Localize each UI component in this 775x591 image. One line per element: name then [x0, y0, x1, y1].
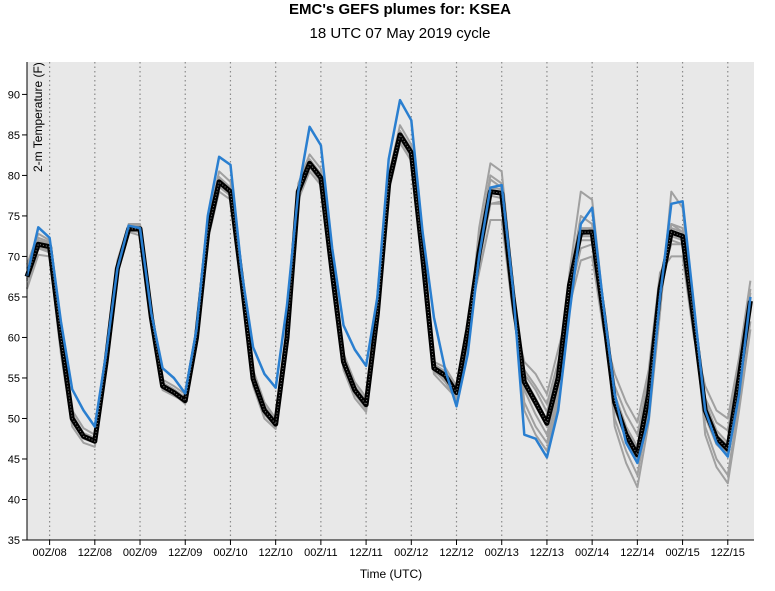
x-tick-label: 00Z/11 [304, 547, 337, 559]
y-tick-label: 35 [8, 535, 20, 547]
x-axis-ticks: 00Z/08 12Z/08 00Z/09 12Z/09 00Z/10 12Z/10 00Z/… [32, 540, 745, 559]
x-axis-label: Time (UTC) [360, 567, 422, 581]
plot-area [27, 62, 754, 540]
vertical-gridlines [49, 62, 729, 540]
x-tick-label: 12Z/13 [530, 547, 564, 559]
y-tick-label: 40 [8, 494, 20, 506]
y-tick-label: 50 [8, 413, 20, 425]
x-tick-label: 00Z/13 [485, 547, 519, 559]
y-tick-label: 60 [8, 332, 20, 344]
y-axis-label: 2-m Temperature (F) [31, 62, 45, 172]
y-tick-label: 65 [8, 292, 20, 304]
x-tick-label: 12Z/14 [620, 547, 654, 559]
control-series-line [25, 98, 752, 465]
x-tick-label: 12Z/12 [439, 547, 473, 559]
y-tick-label: 70 [8, 251, 20, 263]
y-tick-label: 85 [8, 130, 20, 142]
y-tick-label: 80 [8, 170, 20, 182]
y-tick-label: 75 [8, 211, 20, 223]
x-tick-label: 12Z/15 [711, 547, 745, 559]
chart-subtitle: 18 UTC 07 May 2019 cycle [310, 25, 491, 42]
y-axis-ticks: 35 40 45 50 55 60 65 70 75 80 85 90 [8, 89, 27, 547]
y-tick-label: 45 [8, 454, 20, 466]
x-tick-label: 12Z/11 [349, 547, 382, 559]
x-tick-label: 12Z/08 [78, 547, 112, 559]
x-tick-label: 00Z/15 [665, 547, 699, 559]
y-tick-label: 90 [8, 89, 20, 101]
x-tick-label: 00Z/14 [575, 547, 609, 559]
x-tick-label: 00Z/12 [394, 547, 428, 559]
control-run-line [25, 98, 752, 465]
x-tick-label: 00Z/08 [32, 547, 66, 559]
x-tick-label: 00Z/10 [213, 547, 247, 559]
x-tick-label: 00Z/09 [123, 547, 157, 559]
y-tick-label: 55 [8, 373, 20, 385]
x-tick-label: 12Z/10 [259, 547, 293, 559]
chart-title: EMC's GEFS plumes for: KSEA [289, 1, 511, 18]
x-tick-label: 12Z/09 [168, 547, 202, 559]
